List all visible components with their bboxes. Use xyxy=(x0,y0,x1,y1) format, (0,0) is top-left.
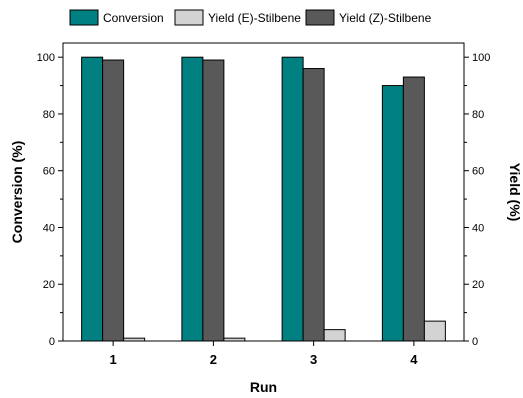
right-axis: 0 20 40 60 80 100 xyxy=(464,52,490,348)
legend-swatch xyxy=(305,9,335,26)
legend-label: Yield (Z)-Stilbene xyxy=(339,11,432,25)
left-tick-label: 80 xyxy=(43,109,55,121)
bar xyxy=(102,59,125,342)
legend-label: Yield (E)-Stilbene xyxy=(208,11,301,25)
x-axis-title: Run xyxy=(250,379,277,395)
bar xyxy=(381,85,404,342)
bar xyxy=(423,320,446,342)
x-tick-label: 2 xyxy=(210,352,217,367)
left-tick-label: 20 xyxy=(43,279,55,291)
legend-label: Conversion xyxy=(103,11,164,25)
bar xyxy=(181,56,204,342)
bar xyxy=(281,56,304,342)
x-tick-label: 3 xyxy=(310,352,317,367)
right-tick-label: 20 xyxy=(472,279,484,291)
legend: Conversion Yield (E)-Stilbene Yield (Z)-St… xyxy=(69,9,432,26)
left-tick-label: 0 xyxy=(49,336,55,348)
bar xyxy=(81,56,104,342)
left-tick-label: 40 xyxy=(43,222,55,234)
right-tick-label: 80 xyxy=(472,109,484,121)
bar xyxy=(302,68,325,342)
legend-swatch xyxy=(69,9,99,26)
left-tick-label: 60 xyxy=(43,166,55,178)
right-tick-label: 60 xyxy=(472,166,484,178)
right-tick-label: 0 xyxy=(472,336,478,348)
x-axis: 1 2 3 4 xyxy=(110,341,418,367)
left-axis: 0 20 40 60 80 100 xyxy=(37,52,63,348)
legend-swatch xyxy=(174,9,204,26)
x-tick-label: 4 xyxy=(410,352,418,367)
bars-group xyxy=(81,56,446,342)
left-tick-label: 100 xyxy=(37,52,55,64)
y2-axis-title: Yield (%) xyxy=(507,163,523,222)
y-axis-title: Conversion (%) xyxy=(9,141,25,244)
right-tick-label: 40 xyxy=(472,222,484,234)
x-tick-label: 1 xyxy=(110,352,117,367)
bar xyxy=(202,59,225,342)
bar xyxy=(323,329,346,342)
bar xyxy=(402,76,425,342)
plot-frame xyxy=(62,42,465,342)
right-tick-label: 100 xyxy=(472,52,490,64)
